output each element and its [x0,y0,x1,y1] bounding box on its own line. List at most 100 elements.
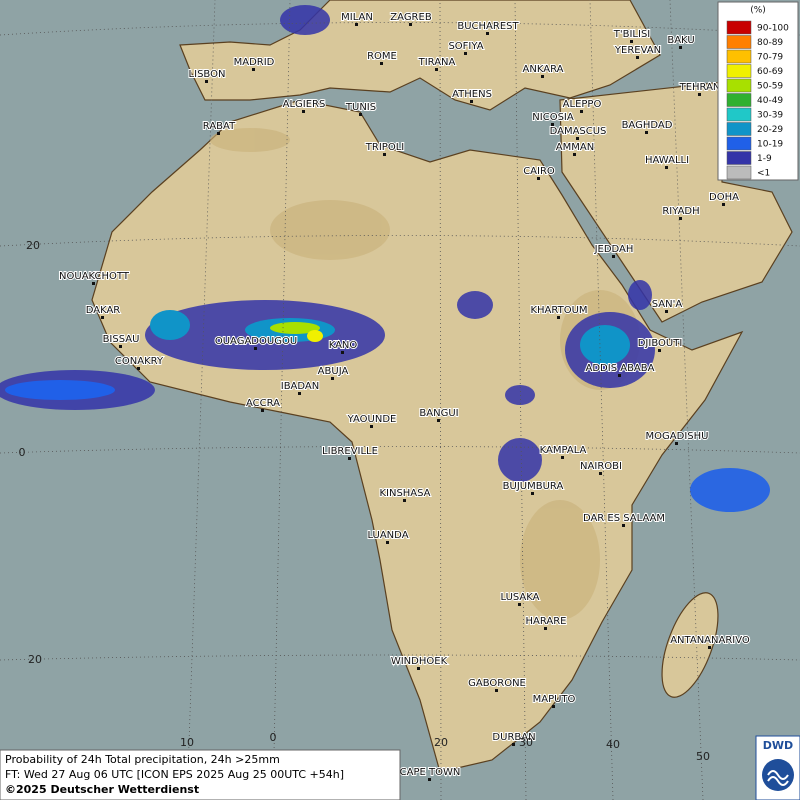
city-marker [386,541,389,544]
city-marker [383,153,386,156]
legend-swatch [726,165,752,180]
graticule-label: 40 [606,738,620,751]
footer-line: Probability of 24h Total precipitation, … [5,753,280,766]
graticule-label: 50 [696,750,710,763]
city-label: ACCRA [246,398,280,409]
city-label: HARARE [525,616,566,627]
graticule-label: 20 [434,736,448,749]
city-label: ANTANANARIVO [670,635,750,646]
city-marker [101,316,104,319]
legend: (%) 90-100 80-89 70-79 60-69 50-59 40-49 30-39… [717,1,799,181]
city-label: DAKAR [86,305,121,316]
city-label: ADDIS ABABA [586,363,655,374]
city-label: TUNIS [345,102,376,113]
city-marker [658,349,661,352]
city-marker [551,123,554,126]
city-marker [409,23,412,26]
city-marker [561,456,564,459]
city-marker [417,667,420,670]
city-marker [531,492,534,495]
legend-swatch [726,107,752,122]
city-label: KAMPALA [540,445,587,456]
city-label: DOHA [709,192,739,203]
city-label: ALGIERS [283,99,326,110]
city-label: T'BILISI [613,29,650,40]
legend-swatch [726,64,752,78]
city-label: SOFIYA [448,41,483,52]
city-marker [599,472,602,475]
city-marker [348,457,351,460]
city-label: ALEPPO [563,99,602,110]
city-marker [331,377,334,380]
city-marker [261,409,264,412]
city-marker [645,131,648,134]
footer-line: FT: Wed 27 Aug 06 UTC [ICON EPS 2025 Aug… [5,768,344,781]
city-label: YEREVAN [614,45,661,56]
legend-swatch [726,122,752,136]
city-label: BANGUI [419,408,458,419]
city-label: NICOSIA [532,112,574,123]
city-label: TEHRAN [679,82,721,93]
graticule-label: 10 [180,736,194,749]
city-label: HAWALLI [645,155,689,166]
legend-label: 30-39 [757,111,783,121]
city-marker [557,316,560,319]
city-label: LUANDA [367,530,408,541]
city-marker [205,80,208,83]
footer: Probability of 24h Total precipitation, … [0,749,401,800]
city-label: LIBREVILLE [322,446,378,457]
city-marker [298,392,301,395]
city-marker [437,419,440,422]
city-marker [217,132,220,135]
city-marker [355,23,358,26]
city-label: MILAN [341,12,373,23]
legend-label: 20-29 [757,125,783,135]
legend-label: 80-89 [757,38,783,48]
city-marker [495,689,498,692]
city-marker [464,52,467,55]
city-marker [403,499,406,502]
city-label: GABORONE [468,678,526,689]
city-marker [470,100,473,103]
city-label: TRIPOLI [365,142,404,153]
city-label: DAMASCUS [550,126,607,137]
city-label: AMMAN [556,142,594,153]
city-marker [665,310,668,313]
precipitation [0,5,770,512]
legend-swatch [726,49,752,64]
city-label: DAR ES SALAAM [583,513,665,524]
city-marker [541,75,544,78]
city-marker [435,68,438,71]
city-label: YAOUNDE [347,414,397,425]
city-label: ABUJA [318,366,349,377]
madagascar [661,592,719,698]
legend-swatch [726,151,752,165]
city-marker [512,743,515,746]
city-marker [665,166,668,169]
city-label: BAKU [667,35,694,46]
city-label: NAIROBI [580,461,622,472]
legend-label: <1 [757,169,770,179]
graticule-label: 0 [19,446,26,459]
city-label: TIRANA [418,57,456,68]
city-label: MADRID [234,57,275,68]
city-marker [302,110,305,113]
city-label: LUSAKA [501,592,540,603]
city-label: WINDHOEK [391,656,448,667]
city-marker [518,603,521,606]
city-label: ANKARA [523,64,564,75]
city-marker [612,255,615,258]
legend-label: 10-19 [757,140,783,150]
city-marker [622,524,625,527]
legend-label: 90-100 [757,24,789,34]
city-marker [576,137,579,140]
city-label: CAIRO [523,166,555,177]
graticule-label: 20 [28,653,42,666]
city-marker [428,778,431,781]
city-label: CONAKRY [115,356,164,367]
city-marker [486,32,489,35]
city-marker [119,345,122,348]
city-marker [679,46,682,49]
